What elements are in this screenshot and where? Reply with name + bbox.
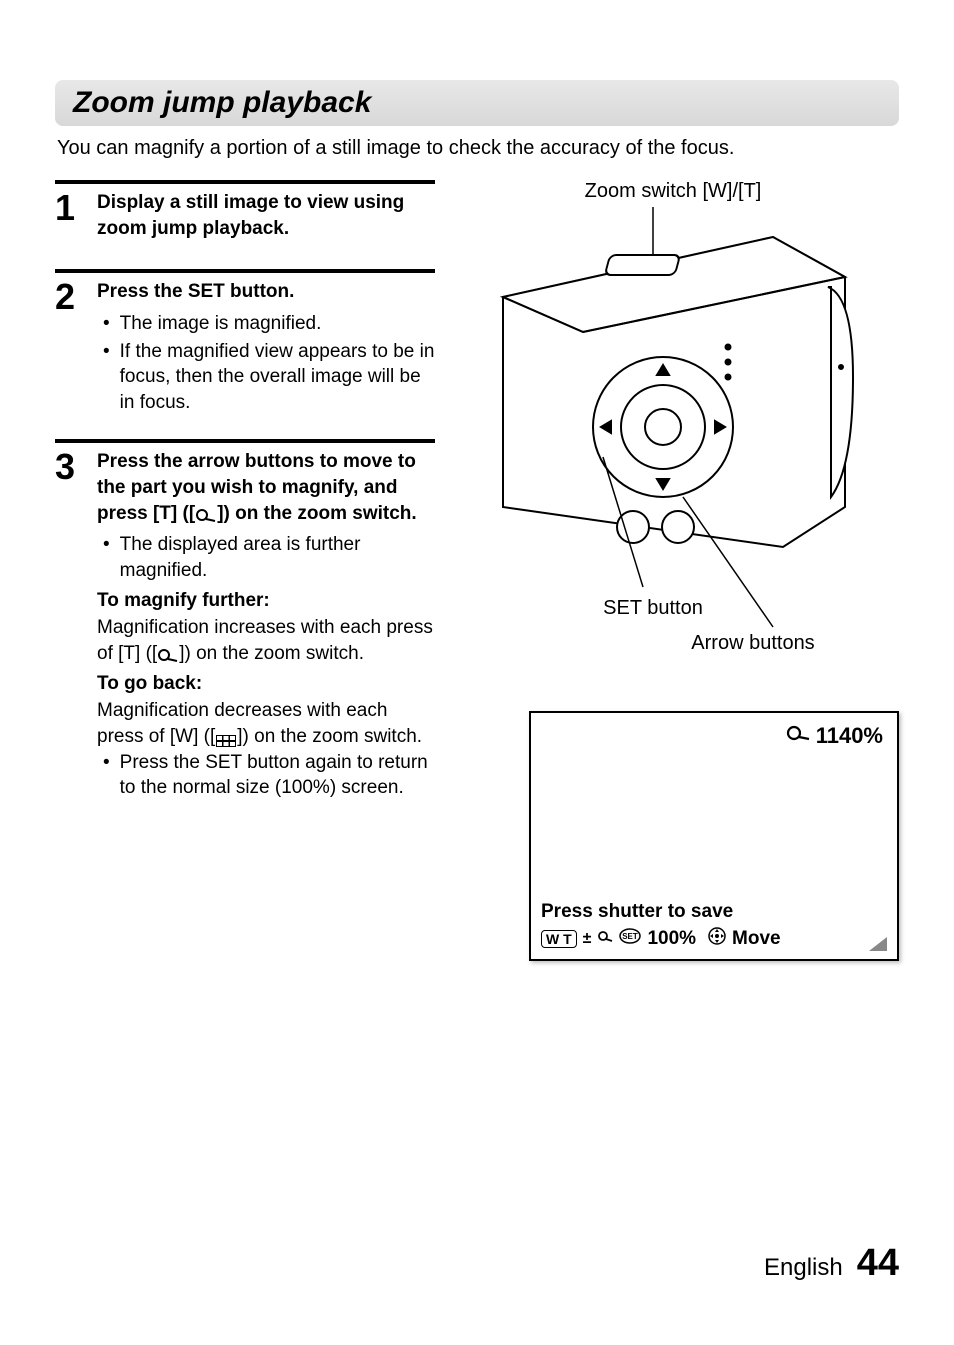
magnify-small-icon (597, 928, 613, 950)
step-2-body: Press the SET button. • The image is mag… (97, 279, 435, 417)
magnify-icon (195, 506, 217, 522)
step-3-bullet-2-text: Press the SET button again to return to … (120, 750, 435, 801)
footer-language: English (764, 1254, 843, 1282)
set-icon: SET (619, 928, 641, 950)
svg-text:SET: SET (623, 932, 639, 941)
step-1-body: Display a still image to view using zoom… (97, 190, 435, 247)
screen-controls-row: W T ± SET 100% Move (541, 927, 887, 951)
step-3-sub2-text: Magnification decreases with each press … (97, 698, 435, 749)
intro-text: You can magnify a portion of a still ima… (57, 134, 897, 162)
screen-zoom-value: 1140% (816, 723, 883, 749)
page-footer: English 44 (764, 1242, 899, 1285)
step-3: 3 Press the arrow buttons to move to the… (55, 439, 435, 802)
set-button-label: SET button (427, 597, 879, 620)
step-1-title: Display a still image to view using zoom… (97, 190, 435, 241)
bullet-dot: • (103, 750, 110, 801)
step-3-sub2-heading: To go back: (97, 671, 435, 697)
step-3-sub1-heading: To magnify further: (97, 588, 435, 614)
step-3-body: Press the arrow buttons to move to the p… (97, 449, 435, 802)
step-1: 1 Display a still image to view using zo… (55, 180, 435, 247)
step-2-bullet-2-text: If the magnified view appears to be in f… (120, 339, 435, 416)
step-3-sub1-text: Magnification increases with each press … (97, 615, 435, 666)
plus-minus-icon: ± (583, 930, 592, 948)
step-3-bullet-1-text: The displayed area is further magnified. (120, 532, 435, 583)
footer-page-number: 44 (857, 1242, 899, 1285)
step-2-bullet-1: • The image is magnified. (97, 311, 435, 337)
dpad-icon (708, 927, 726, 951)
resize-corner-icon (869, 937, 887, 951)
step-2-title: Press the SET button. (97, 279, 435, 305)
screen-bottom-bar: Press shutter to save W T ± SET 100% Mov… (541, 901, 887, 951)
bullet-dot: • (103, 311, 110, 337)
diagram-column: Zoom switch [W]/[T] (447, 180, 899, 961)
lcd-screen-mockup: 1140% Press shutter to save W T ± SET 10… (529, 711, 899, 961)
step-2-bullet-1-text: The image is magnified. (120, 311, 322, 337)
camera-diagram (473, 207, 873, 637)
grid-icon (215, 730, 237, 744)
step-3-bullet-1: • The displayed area is further magnifie… (97, 532, 435, 583)
screen-pct: 100% (647, 928, 696, 950)
arrow-buttons-label: Arrow buttons (527, 632, 954, 655)
step-3-number: 3 (55, 449, 83, 802)
content-columns: 1 Display a still image to view using zo… (55, 180, 899, 961)
zoom-switch-label: Zoom switch [W]/[T] (447, 180, 899, 203)
step-2-bullet-2: • If the magnified view appears to be in… (97, 339, 435, 416)
steps-column: 1 Display a still image to view using zo… (55, 180, 435, 961)
step-2: 2 Press the SET button. • The image is m… (55, 269, 435, 417)
magnify-icon (157, 646, 179, 662)
wt-badge: W T (541, 930, 577, 948)
step-2-number: 2 (55, 279, 83, 417)
section-title: Zoom jump playback (73, 86, 881, 120)
screen-zoom-readout: 1140% (786, 723, 883, 749)
step-3-bullet-2: • Press the SET button again to return t… (97, 750, 435, 801)
screen-save-hint: Press shutter to save (541, 901, 887, 923)
step-1-number: 1 (55, 190, 83, 247)
step-3-title: Press the arrow buttons to move to the p… (97, 449, 435, 526)
bullet-dot: • (103, 532, 110, 583)
screen-move-label: Move (732, 928, 781, 950)
magnify-icon (786, 723, 810, 749)
section-title-bar: Zoom jump playback (55, 80, 899, 126)
bullet-dot: • (103, 339, 110, 416)
